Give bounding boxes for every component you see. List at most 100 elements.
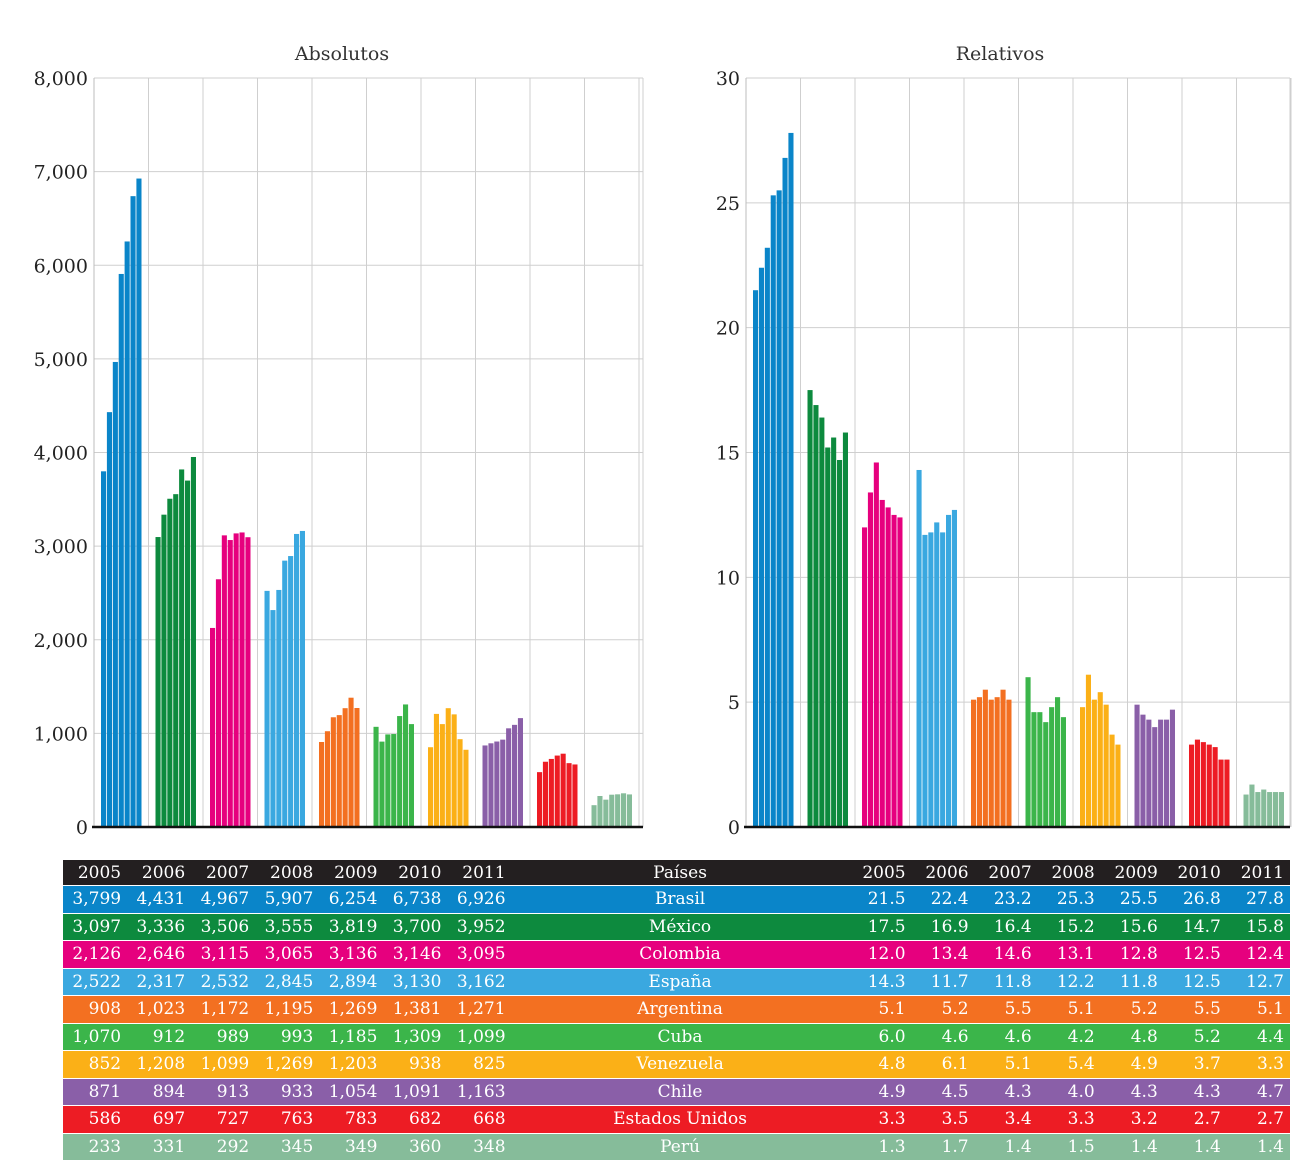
table-row: 3,097 3,336 3,506 3,555 3,819 3,700 3,952 Méxic… bbox=[63, 913, 1290, 941]
relative-value-cell: 5.2 bbox=[941, 999, 969, 1020]
relative-value-cell: 5.1 bbox=[1256, 999, 1284, 1020]
bar bbox=[512, 724, 518, 827]
relative-value-cell: 3.7 bbox=[1193, 1054, 1221, 1075]
bar bbox=[971, 699, 977, 827]
bar bbox=[391, 734, 397, 827]
bar bbox=[1224, 759, 1230, 827]
absolute-value-cell: 1,099 bbox=[456, 1026, 506, 1047]
relative-value-cell: 4.3 bbox=[1130, 1081, 1158, 1102]
bar bbox=[385, 734, 391, 827]
country-name-cell: Colombia bbox=[639, 944, 721, 965]
absolute-value-cell: 908 bbox=[88, 999, 122, 1020]
relative-value-cell: 6.1 bbox=[941, 1054, 969, 1075]
header-year: 2006 bbox=[911, 860, 975, 886]
bar bbox=[506, 728, 512, 827]
country-name-cell: Brasil bbox=[654, 889, 706, 910]
chart-title: Absolutos bbox=[294, 43, 389, 65]
absolute-value-cell: 1,381 bbox=[392, 999, 442, 1020]
bar bbox=[928, 532, 934, 827]
bar bbox=[940, 532, 946, 827]
bar bbox=[542, 761, 548, 827]
bar bbox=[101, 471, 107, 827]
relative-value-cell: 4.8 bbox=[1130, 1026, 1158, 1047]
absolute-value-cell: 3,146 bbox=[392, 944, 442, 965]
table-row: 2,126 2,646 3,115 3,065 3,136 3,146 3,095 Colom… bbox=[63, 940, 1290, 968]
absolute-value-cell: 989 bbox=[216, 1026, 250, 1047]
relative-value-cell: 5.4 bbox=[1067, 1054, 1095, 1075]
bar bbox=[408, 724, 414, 827]
absolute-value-cell: 697 bbox=[152, 1109, 186, 1130]
bar bbox=[1080, 707, 1086, 827]
relative-value-cell: 1.4 bbox=[1193, 1136, 1221, 1157]
bar bbox=[831, 437, 837, 827]
absolute-value-cell: 2,317 bbox=[136, 971, 186, 992]
relative-value-cell: 3.4 bbox=[1004, 1109, 1032, 1130]
bar bbox=[428, 747, 434, 827]
bar bbox=[897, 517, 903, 827]
bar bbox=[788, 132, 794, 828]
bar bbox=[500, 739, 506, 827]
bar bbox=[264, 590, 270, 827]
bar bbox=[1255, 792, 1261, 827]
header-year: 2007 bbox=[191, 860, 256, 886]
bar bbox=[603, 799, 609, 827]
bar bbox=[770, 195, 776, 828]
bar bbox=[136, 178, 142, 828]
bar bbox=[342, 708, 348, 827]
bar bbox=[1249, 784, 1255, 827]
y-tick-label: 0 bbox=[76, 817, 88, 839]
country-name-cell: España bbox=[648, 971, 712, 992]
bar bbox=[227, 540, 233, 827]
relative-value-cell: 5.5 bbox=[1004, 999, 1032, 1020]
country-name-cell: Chile bbox=[657, 1081, 703, 1102]
header-year: 2010 bbox=[1163, 860, 1227, 886]
absolute-value-cell: 1,023 bbox=[136, 999, 186, 1020]
relative-value-cell: 12.0 bbox=[867, 944, 906, 965]
y-tick-label: 25 bbox=[716, 193, 740, 215]
country-name-cell: Cuba bbox=[657, 1026, 703, 1047]
absolute-value-cell: 1,271 bbox=[456, 999, 506, 1020]
absolute-value-cell: 1,208 bbox=[136, 1054, 186, 1075]
relative-value-cell: 4.7 bbox=[1256, 1081, 1284, 1102]
relative-value-cell: 4.6 bbox=[941, 1026, 969, 1047]
relative-value-cell: 5.1 bbox=[1004, 1054, 1032, 1075]
absolute-value-cell: 6,254 bbox=[328, 889, 378, 910]
table-row: 1,070 912 989 993 1,185 1,309 1,099 Cuba 6.0 4.6 4… bbox=[63, 1023, 1290, 1051]
absolute-value-cell: 1,269 bbox=[328, 999, 378, 1020]
absolute-value-cell: 4,967 bbox=[200, 889, 250, 910]
bar bbox=[1031, 712, 1037, 827]
absolute-value-cell: 3,555 bbox=[264, 916, 314, 937]
bar bbox=[403, 704, 409, 827]
absolute-value-cell: 3,162 bbox=[456, 971, 506, 992]
bar bbox=[609, 794, 615, 827]
bar bbox=[951, 509, 957, 827]
bar bbox=[482, 745, 488, 827]
bar bbox=[379, 741, 385, 827]
y-tick-label: 4,000 bbox=[34, 443, 88, 465]
table-row: 852 1,208 1,099 1,269 1,203 938 825 Venezuela 4.… bbox=[63, 1050, 1290, 1078]
bar bbox=[994, 697, 1000, 827]
bar bbox=[1025, 677, 1031, 827]
absolute-value-cell: 825 bbox=[473, 1054, 506, 1075]
absolute-value-cell: 1,070 bbox=[72, 1026, 122, 1047]
relative-value-cell: 4.9 bbox=[1130, 1054, 1158, 1075]
bar bbox=[922, 534, 928, 827]
absolute-value-cell: 360 bbox=[409, 1136, 442, 1157]
bar bbox=[621, 793, 627, 827]
absolute-value-cell: 1,091 bbox=[392, 1081, 442, 1102]
bar bbox=[319, 741, 325, 827]
bar bbox=[946, 514, 952, 827]
relative-value-cell: 6.0 bbox=[878, 1026, 906, 1047]
bar bbox=[167, 498, 173, 827]
y-tick-label: 5 bbox=[728, 692, 740, 714]
bar bbox=[336, 715, 342, 827]
relative-value-cell: 11.8 bbox=[1119, 971, 1158, 992]
relative-value-cell: 13.4 bbox=[930, 944, 969, 965]
bar bbox=[1043, 722, 1049, 827]
absolute-value-cell: 4,431 bbox=[136, 889, 186, 910]
absolute-value-cell: 2,126 bbox=[72, 944, 122, 965]
relative-value-cell: 2.7 bbox=[1193, 1109, 1221, 1130]
absolute-value-cell: 682 bbox=[409, 1109, 442, 1130]
relative-value-cell: 12.5 bbox=[1182, 944, 1221, 965]
relative-value-cell: 3.3 bbox=[1067, 1109, 1095, 1130]
